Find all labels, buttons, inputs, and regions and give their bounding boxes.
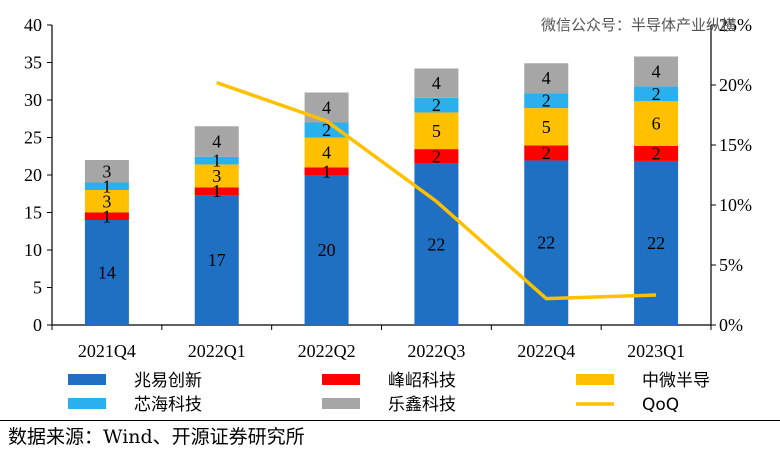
bar-value-label: 1 — [102, 206, 111, 226]
bar-segment — [194, 156, 239, 165]
y-left-tick-label: 35 — [24, 53, 42, 73]
bar-segment — [524, 145, 569, 161]
y-right-tick-label: 0% — [719, 315, 743, 335]
bar-segment — [414, 149, 459, 164]
chart-qoq-line — [216, 80, 657, 301]
bar-segment — [524, 93, 569, 109]
bar-value-label: 6 — [652, 114, 661, 134]
bar-value-label: 17 — [208, 250, 226, 270]
bar-segment — [194, 126, 239, 157]
x-tick-label: 2022Q3 — [407, 341, 465, 361]
bar-value-label: 4 — [322, 143, 331, 163]
y-left-tick-label: 30 — [24, 90, 42, 110]
bar-segment — [414, 97, 459, 113]
bar-value-label: 22 — [647, 233, 665, 253]
qoq-line — [216, 80, 657, 301]
bar-value-label: 5 — [542, 117, 551, 137]
legend-label: 中微半导 — [642, 371, 710, 391]
legend-label: 芯海科技 — [134, 395, 202, 415]
bar-value-label: 2 — [652, 143, 661, 163]
bar-segment — [304, 122, 349, 138]
bar-value-label: 2 — [542, 91, 551, 111]
legend-label: 兆易创新 — [134, 371, 202, 391]
bar-value-label: 4 — [432, 73, 441, 93]
bar-value-label: 22 — [427, 234, 445, 254]
legend-swatch — [576, 374, 614, 385]
y-left-tick-label: 10 — [24, 240, 42, 260]
bar-segment — [304, 137, 349, 168]
bar-value-label: 4 — [542, 68, 551, 88]
x-tick-label: 2022Q1 — [188, 341, 246, 361]
bar-segment — [634, 56, 679, 87]
bar-segment — [194, 195, 239, 325]
bar-value-label: 1 — [212, 151, 221, 171]
bar-segment — [194, 164, 239, 188]
bar-value-label: 4 — [652, 61, 661, 81]
bar-value-label: 2 — [432, 146, 441, 166]
legend-swatch — [322, 374, 360, 385]
bar-value-label: 1 — [322, 161, 331, 181]
bar-value-label: 1 — [212, 181, 221, 201]
bar-segment — [84, 212, 129, 220]
legend-label: QoQ — [642, 395, 679, 415]
bar-segment — [304, 167, 349, 175]
legend-swatch — [68, 398, 106, 409]
y-left-tick-label: 15 — [24, 203, 42, 223]
y-left-tick-label: 40 — [24, 15, 42, 35]
bar-segment — [194, 187, 239, 196]
y-right-tick-label: 10% — [719, 195, 752, 215]
legend-swatch — [322, 398, 360, 409]
source-divider — [0, 420, 780, 421]
bar-segment — [84, 160, 129, 183]
bar-value-label: 3 — [102, 161, 111, 181]
chart-bars — [84, 56, 679, 325]
bar-segment — [634, 160, 679, 325]
watermark-text: 微信公众号：半导体产业纵横 — [541, 16, 736, 34]
bar-value-label: 2 — [322, 120, 331, 140]
x-tick-label: 2023Q1 — [627, 341, 685, 361]
bar-value-label: 1 — [102, 176, 111, 196]
x-tick-label: 2021Q4 — [78, 341, 136, 361]
legend-swatch — [68, 374, 106, 385]
bar-segment — [84, 182, 129, 190]
x-tick-label: 2022Q2 — [298, 341, 356, 361]
legend-label: 乐鑫科技 — [388, 395, 456, 415]
bar-value-label: 2 — [542, 143, 551, 163]
bar-segment — [634, 101, 679, 146]
bar-value-label: 3 — [212, 166, 221, 186]
bar-segment — [414, 112, 459, 150]
bar-value-label: 5 — [432, 121, 441, 141]
bar-value-label: 14 — [98, 263, 116, 283]
source-note: 数据来源：Wind、开源证券研究所 — [8, 426, 305, 448]
y-right-tick-label: 20% — [719, 75, 752, 95]
y-left-tick-label: 0 — [33, 315, 42, 335]
bar-value-label: 22 — [537, 233, 555, 253]
bar-segment — [524, 108, 569, 146]
bar-segment — [414, 68, 459, 98]
y-right-tick-label: 15% — [719, 135, 752, 155]
bar-value-label: 4 — [322, 98, 331, 118]
y-right-tick-label: 5% — [719, 255, 743, 275]
bar-segment — [84, 190, 129, 213]
y-left-tick-label: 20 — [24, 165, 42, 185]
bar-segment — [634, 146, 679, 161]
bar-segment — [84, 220, 129, 325]
bar-value-label: 20 — [318, 240, 336, 260]
bar-segment — [524, 63, 569, 94]
bar-value-label: 4 — [212, 132, 221, 152]
bar-value-label: 2 — [432, 95, 441, 115]
x-tick-label: 2022Q4 — [517, 341, 575, 361]
bar-value-label: 3 — [102, 191, 111, 211]
y-right-tick-label: 25% — [719, 15, 752, 35]
y-left-tick-label: 25 — [24, 128, 42, 148]
legend-label: 峰岹科技 — [388, 371, 456, 391]
y-left-tick-label: 5 — [33, 278, 42, 298]
bar-segment — [634, 86, 679, 102]
bar-value-label: 2 — [652, 84, 661, 104]
bar-segment — [304, 175, 349, 325]
